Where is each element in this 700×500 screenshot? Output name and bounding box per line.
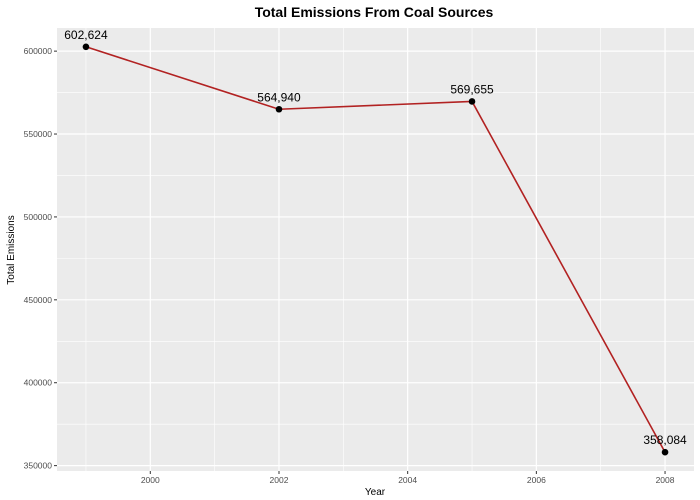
data-label: 564,940 — [257, 90, 301, 104]
y-axis-title: Total Emissions — [6, 215, 17, 284]
data-label: 602,624 — [64, 28, 108, 42]
y-tick-label: 550000 — [24, 129, 53, 139]
data-label: 569,655 — [450, 82, 494, 96]
data-point — [661, 448, 669, 456]
x-tick-label: 2004 — [398, 475, 417, 485]
data-point — [82, 43, 90, 51]
data-points — [82, 43, 669, 456]
chart-title: Total Emissions From Coal Sources — [255, 4, 494, 20]
data-point — [275, 105, 283, 113]
x-tick-label: 2006 — [527, 475, 546, 485]
data-point — [468, 98, 476, 105]
major-gridlines — [57, 28, 694, 471]
x-tick-label: 2002 — [270, 475, 289, 485]
series-total-emissions — [85, 46, 666, 453]
x-tick-label: 2008 — [656, 475, 675, 485]
y-tick-label: 600000 — [24, 46, 53, 56]
x-axis: 2000 2002 2004 2006 2008 — [141, 471, 675, 485]
plot-panel — [57, 28, 694, 471]
x-tick-label: 2000 — [141, 475, 160, 485]
data-labels: 602,624 564,940 569,655 358,084 — [64, 28, 687, 447]
y-tick-label: 400000 — [24, 378, 53, 388]
x-axis-title: Year — [365, 487, 386, 498]
data-label: 358,084 — [643, 433, 687, 447]
y-tick-label: 500000 — [24, 212, 53, 222]
y-axis: 350000 400000 450000 500000 550000 600000 — [24, 46, 57, 471]
y-tick-label: 350000 — [24, 461, 53, 471]
series-line — [85, 46, 666, 453]
y-tick-label: 450000 — [24, 295, 53, 305]
